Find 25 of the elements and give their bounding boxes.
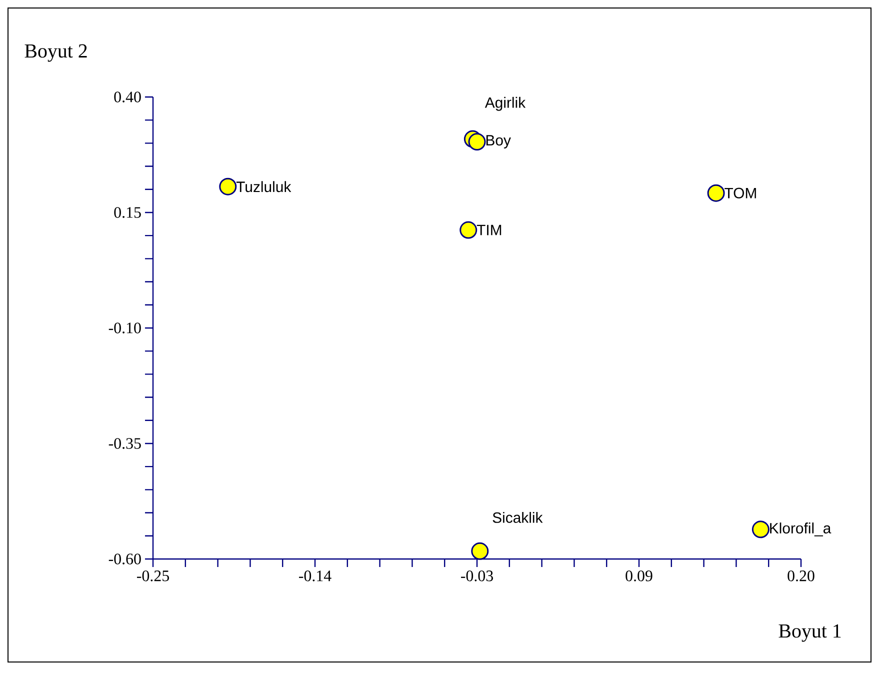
point (471, 542, 489, 560)
annotation: TIM (476, 224, 502, 236)
annotation: Sicaklik (492, 512, 543, 523)
annotation: TOM (724, 188, 756, 198)
y-axis-title: Boyut 2 (24, 44, 87, 62)
annotation: Klorofil_a (770, 522, 832, 536)
y-tick-label: 0.40 (114, 92, 141, 102)
y-tick-label: -0.60 (108, 554, 141, 564)
y-tick-label: -0.35 (108, 438, 141, 449)
point (219, 178, 237, 196)
annotation: Tuzluluk (236, 181, 292, 192)
y-tick-label: -0.10 (108, 322, 141, 334)
point (460, 221, 478, 239)
point (707, 184, 725, 202)
x-tick-label: -0.03 (461, 570, 493, 582)
x-tick-label: -0.14 (299, 570, 332, 582)
y-tick-label: 0.15 (114, 207, 141, 218)
annotation: Agirlik (484, 96, 526, 111)
point (468, 133, 486, 151)
x-axis-title: Boyut 1 (778, 624, 841, 642)
point (752, 520, 770, 538)
x-tick-label: -0.25 (137, 570, 169, 582)
annotation: Boy (486, 135, 511, 148)
x-tick-label: 0.09 (626, 570, 652, 582)
x-tick-label: 0.20 (788, 570, 814, 582)
